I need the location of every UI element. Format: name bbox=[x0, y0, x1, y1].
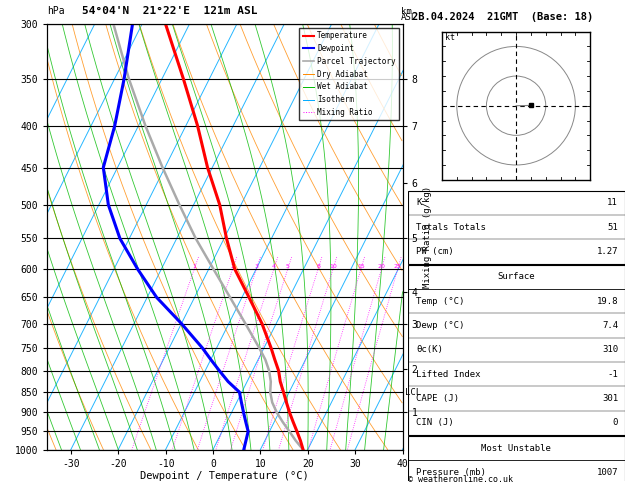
Text: 25: 25 bbox=[394, 264, 401, 269]
Text: LCL: LCL bbox=[405, 388, 421, 398]
Text: CAPE (J): CAPE (J) bbox=[416, 394, 459, 403]
Text: 310: 310 bbox=[602, 346, 618, 354]
Text: 51: 51 bbox=[608, 223, 618, 231]
Text: kt: kt bbox=[445, 34, 455, 42]
Text: Lifted Index: Lifted Index bbox=[416, 370, 481, 379]
Text: CIN (J): CIN (J) bbox=[416, 418, 454, 427]
Text: km: km bbox=[401, 6, 412, 16]
Text: 1007: 1007 bbox=[596, 468, 618, 477]
Text: 2: 2 bbox=[231, 264, 235, 269]
Text: 8: 8 bbox=[316, 264, 320, 269]
Text: 301: 301 bbox=[602, 394, 618, 403]
Text: 1: 1 bbox=[192, 264, 196, 269]
Text: hPa: hPa bbox=[47, 5, 65, 16]
Text: 54°04'N  21°22'E  121m ASL: 54°04'N 21°22'E 121m ASL bbox=[82, 5, 257, 16]
Text: 19.8: 19.8 bbox=[596, 296, 618, 306]
Bar bbox=[408, 436, 625, 486]
Text: 0: 0 bbox=[613, 418, 618, 427]
Text: Surface: Surface bbox=[498, 272, 535, 281]
Text: Pressure (mb): Pressure (mb) bbox=[416, 468, 486, 477]
Text: Totals Totals: Totals Totals bbox=[416, 223, 486, 231]
Text: 1.27: 1.27 bbox=[596, 247, 618, 256]
Text: θc(K): θc(K) bbox=[416, 346, 443, 354]
Text: Dewp (°C): Dewp (°C) bbox=[416, 321, 465, 330]
Text: -1: -1 bbox=[608, 370, 618, 379]
Y-axis label: Mixing Ratio (g/kg): Mixing Ratio (g/kg) bbox=[423, 186, 432, 288]
Text: K: K bbox=[416, 198, 421, 207]
Text: 15: 15 bbox=[357, 264, 365, 269]
Text: Temp (°C): Temp (°C) bbox=[416, 296, 465, 306]
Legend: Temperature, Dewpoint, Parcel Trajectory, Dry Adiabat, Wet Adiabat, Isotherm, Mi: Temperature, Dewpoint, Parcel Trajectory… bbox=[299, 28, 399, 120]
Text: 2B.04.2024  21GMT  (Base: 18): 2B.04.2024 21GMT (Base: 18) bbox=[412, 12, 593, 22]
Bar bbox=[408, 191, 625, 263]
Text: ASL: ASL bbox=[401, 13, 418, 22]
Text: 7.4: 7.4 bbox=[602, 321, 618, 330]
Text: 5: 5 bbox=[286, 264, 290, 269]
Text: 20: 20 bbox=[377, 264, 386, 269]
Text: © weatheronline.co.uk: © weatheronline.co.uk bbox=[408, 475, 513, 484]
X-axis label: Dewpoint / Temperature (°C): Dewpoint / Temperature (°C) bbox=[140, 471, 309, 481]
Bar bbox=[408, 265, 625, 435]
Text: PW (cm): PW (cm) bbox=[416, 247, 454, 256]
Text: 4: 4 bbox=[272, 264, 276, 269]
Text: 11: 11 bbox=[608, 198, 618, 207]
Text: 3: 3 bbox=[254, 264, 259, 269]
Text: Most Unstable: Most Unstable bbox=[481, 444, 551, 453]
Text: 10: 10 bbox=[329, 264, 337, 269]
